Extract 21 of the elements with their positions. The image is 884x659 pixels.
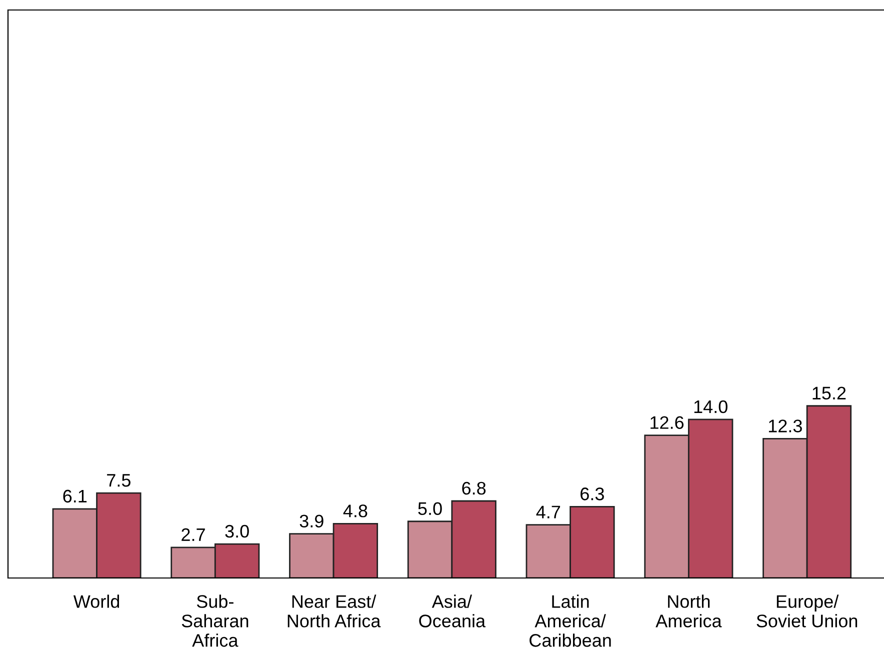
data-label: 5.0 [418, 502, 442, 516]
x-tick-label: Near East/ North Africa [288, 594, 381, 628]
data-label: 12.3 [768, 420, 802, 432]
data-label: 4.8 [343, 504, 368, 518]
data-label: 14.0 [694, 400, 728, 414]
data-label: 7.5 [107, 474, 130, 487]
x-tick-label: Sub- Saharan Africa [182, 594, 248, 647]
data-label: 3.0 [225, 524, 249, 538]
data-label: 6.8 [462, 482, 486, 495]
x-tick-label: Latin America/ Caribbean [530, 594, 611, 647]
data-label: 15.2 [812, 386, 846, 400]
x-tick-label: World [73, 594, 120, 608]
data-label: 2.7 [182, 528, 205, 541]
data-label: 6.3 [580, 488, 604, 500]
x-tick-label: North America [656, 594, 722, 628]
data-label: 12.6 [650, 416, 684, 429]
x-tick-label: Europe/ Soviet Union [756, 594, 858, 628]
data-label: 3.9 [300, 514, 324, 528]
data-label: 6.1 [63, 490, 87, 503]
data-label: 4.7 [536, 506, 560, 518]
x-tick-label: Asia/ Oceania [419, 594, 486, 628]
